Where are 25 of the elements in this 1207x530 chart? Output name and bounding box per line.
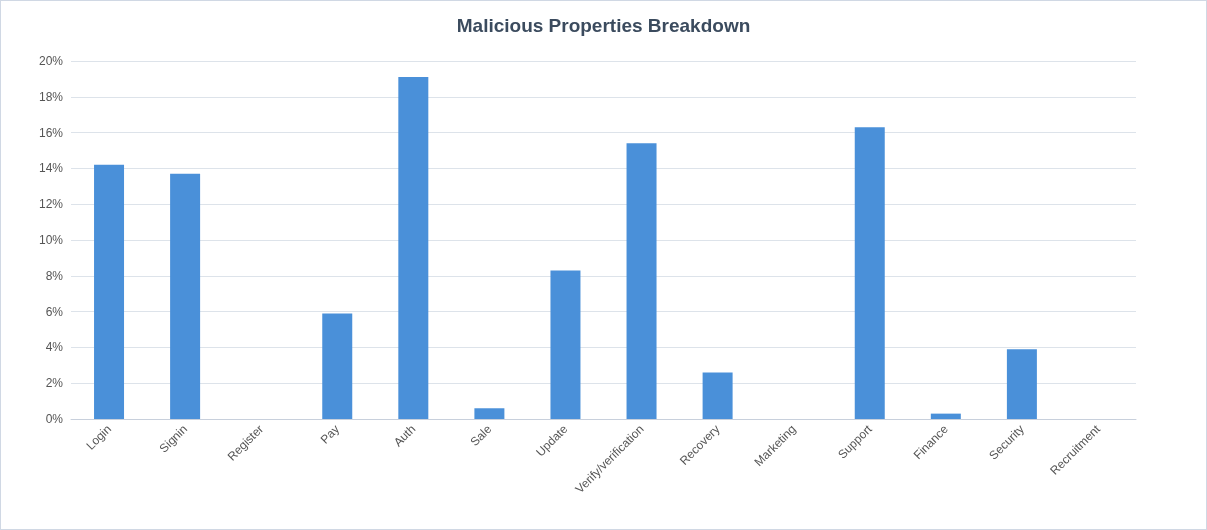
- bar: [398, 77, 429, 419]
- bar: [170, 173, 201, 419]
- y-tick-label: 2%: [45, 376, 64, 391]
- y-tick-label: 14%: [38, 161, 64, 176]
- y-tick-label: 8%: [45, 268, 64, 283]
- y-tick-label: 20%: [38, 54, 64, 68]
- x-tick-label: Sale: [467, 421, 495, 449]
- bar: [474, 408, 505, 419]
- bar: [854, 127, 885, 419]
- y-tick-label: 18%: [38, 89, 64, 104]
- y-tick-label: 4%: [45, 340, 64, 355]
- bar: [550, 270, 581, 419]
- bar: [702, 372, 733, 419]
- y-tick-label: 10%: [38, 233, 64, 247]
- x-tick-label: Pay: [317, 422, 343, 447]
- y-tick-label: 12%: [38, 197, 64, 212]
- chart-title: Malicious Properties Breakdown: [456, 15, 751, 36]
- bar: [626, 143, 657, 419]
- bar: [930, 413, 961, 419]
- bar: [94, 164, 125, 419]
- y-tick-label: 0%: [45, 412, 64, 426]
- y-tick-label: 16%: [38, 125, 64, 140]
- bar: [322, 313, 353, 419]
- bar: [1006, 349, 1037, 419]
- y-tick-label: 6%: [45, 304, 64, 319]
